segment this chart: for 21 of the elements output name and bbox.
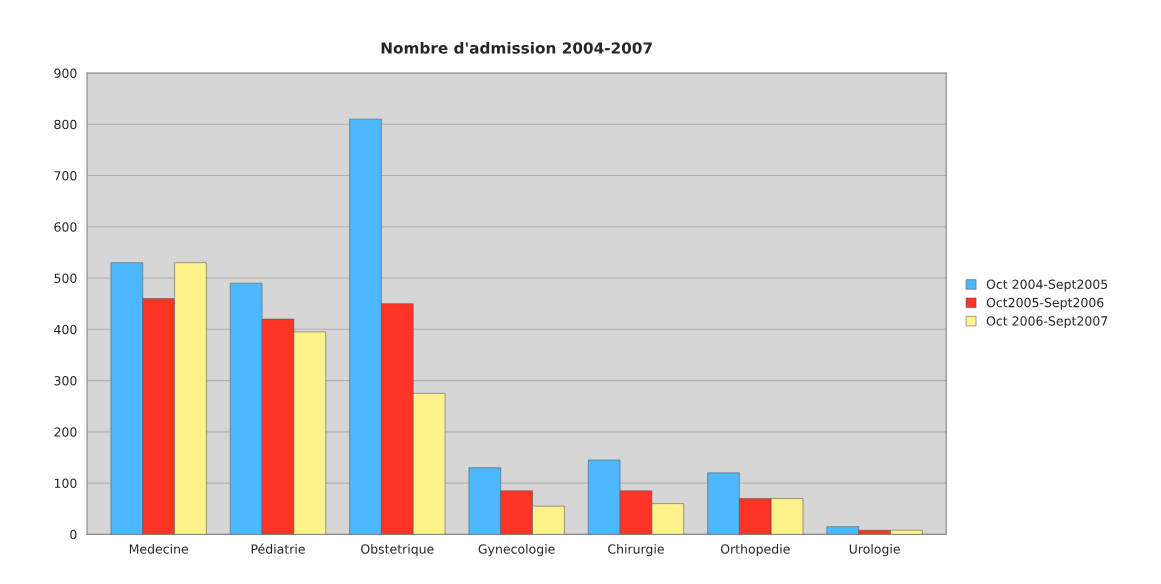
x-tick-label: Chirurgie (608, 544, 664, 557)
y-tick-label: 600 (54, 222, 77, 232)
y-tick-label: 900 (54, 68, 77, 78)
legend-label: Oct 2006-Sept2007 (986, 316, 1108, 329)
y-tick-label: 300 (54, 376, 77, 386)
x-tick-label: Urologie (849, 544, 900, 557)
y-tick-label: 200 (54, 427, 77, 437)
legend-label: Oct2005-Sept2006 (986, 297, 1104, 310)
y-tick-label: 800 (54, 119, 77, 130)
y-tick-label: 700 (54, 171, 77, 181)
legend-label: Oct 2004-Sept2005 (986, 279, 1108, 292)
y-tick-label: 100 (54, 478, 77, 489)
y-tick-label: 500 (54, 273, 77, 283)
x-tick-label: Obstetrique (361, 544, 434, 557)
x-tick-label: Gynecologie (478, 544, 555, 557)
y-tick-label: 400 (54, 324, 77, 335)
x-tick-label: Pédiatrie (251, 543, 305, 554)
chart-title: Nombre d'admission 2004-2007 (381, 41, 652, 54)
y-tick-label: 0 (70, 529, 77, 540)
x-tick-label: Medecine (129, 544, 189, 554)
x-tick-label: Orthopedie (720, 544, 790, 557)
